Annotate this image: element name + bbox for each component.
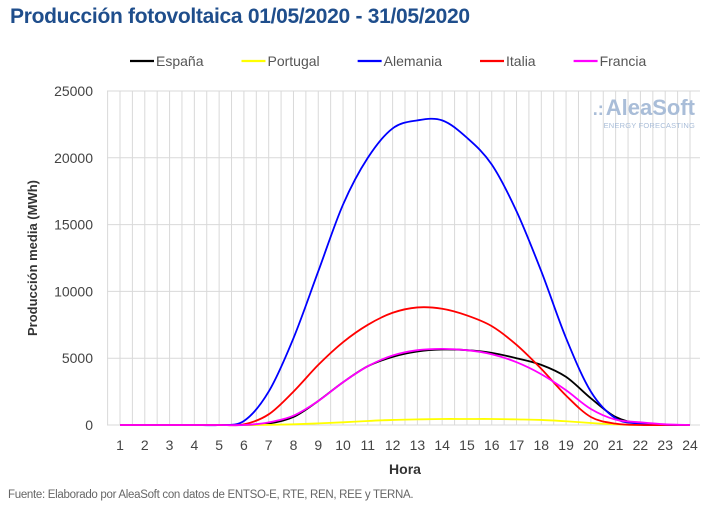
y-axis-label: Producción media (MWh) bbox=[25, 180, 40, 336]
logo-name: AleaSoft bbox=[605, 95, 695, 120]
legend-label: Alemania bbox=[384, 53, 443, 69]
x-tick-label: 16 bbox=[484, 437, 500, 453]
logo-dots-icon: .: bbox=[592, 99, 604, 119]
y-tick-label: 5000 bbox=[62, 350, 93, 366]
legend-label: España bbox=[156, 53, 204, 69]
x-tick-label: 1 bbox=[116, 437, 124, 453]
x-tick-label: 23 bbox=[657, 437, 673, 453]
x-tick-label: 4 bbox=[190, 437, 198, 453]
legend-label: Italia bbox=[506, 53, 536, 69]
x-tick-label: 2 bbox=[141, 437, 149, 453]
y-tick-label: 20000 bbox=[54, 150, 93, 166]
chart-title: Producción fotovoltaica 01/05/2020 - 31/… bbox=[10, 5, 470, 28]
x-tick-label: 10 bbox=[335, 437, 351, 453]
logo-wordmark: .:AleaSoft bbox=[530, 96, 695, 120]
x-tick-label: 24 bbox=[682, 437, 698, 453]
x-axis-label: Hora bbox=[389, 461, 421, 477]
x-tick-label: 15 bbox=[459, 437, 475, 453]
source-note: Fuente: Elaborado por AleaSoft con datos… bbox=[8, 489, 414, 501]
x-tick-label: 14 bbox=[434, 437, 450, 453]
x-tick-label: 11 bbox=[361, 437, 376, 453]
x-tick-label: 12 bbox=[385, 437, 401, 453]
x-tick-label: 8 bbox=[290, 437, 298, 453]
series-line-francia bbox=[119, 347, 691, 427]
x-tick-label: 20 bbox=[583, 437, 599, 453]
x-tick-label: 7 bbox=[265, 437, 273, 453]
x-tick-label: 18 bbox=[534, 437, 550, 453]
x-tick-label: 3 bbox=[166, 437, 174, 453]
x-tick-label: 9 bbox=[314, 437, 322, 453]
logo-tagline: ENERGY FORECASTING bbox=[603, 121, 695, 130]
x-tick-label: 5 bbox=[215, 437, 223, 453]
y-tick-label: 25000 bbox=[54, 83, 93, 99]
legend-label: Portugal bbox=[267, 53, 319, 69]
aleasoft-logo: .:AleaSoft ENERGY FORECASTING bbox=[530, 96, 695, 131]
x-tick-label: 22 bbox=[633, 437, 649, 453]
x-tick-label: 6 bbox=[240, 437, 248, 453]
x-tick-label: 19 bbox=[558, 437, 574, 453]
x-tick-label: 13 bbox=[410, 437, 426, 453]
y-tick-label: 0 bbox=[85, 417, 93, 433]
x-tick-label: 21 bbox=[608, 437, 624, 453]
y-tick-label: 15000 bbox=[54, 217, 93, 233]
legend-label: Francia bbox=[600, 53, 647, 69]
x-tick-label: 17 bbox=[509, 437, 525, 453]
y-tick-label: 10000 bbox=[54, 283, 93, 299]
